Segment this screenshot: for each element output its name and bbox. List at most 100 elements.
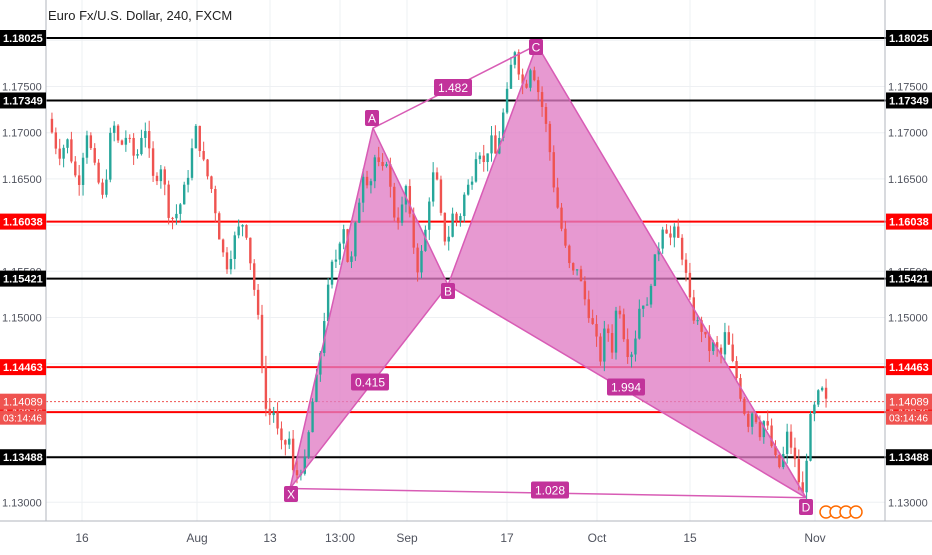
price-tag-1.18025-text: 1.18025 [889, 33, 929, 45]
candle-body [385, 164, 388, 167]
chart-title: Euro Fx/U.S. Dollar, 240, FXCM [48, 8, 233, 23]
candle-body [435, 172, 439, 180]
pattern-point-B[interactable]: B [441, 283, 455, 299]
event-flag-icon [849, 505, 863, 519]
candle-body [509, 64, 513, 89]
ratio-label-xb: 0.415 [351, 373, 389, 391]
candle-body [797, 459, 801, 483]
price-tag-1.15421: 1.15421 [886, 270, 932, 287]
candle-body [361, 176, 365, 203]
price-tag-1.17349-bg [0, 92, 46, 109]
candle-body [136, 154, 139, 156]
candle-body [280, 428, 283, 441]
candle-body [175, 213, 178, 219]
candle-body [66, 139, 69, 148]
candle-body [77, 175, 81, 185]
price-tag-1.15421-text: 1.15421 [3, 274, 43, 286]
candle-body [610, 333, 614, 353]
y-tick-right: 1.13000 [888, 497, 928, 509]
pattern-point-C[interactable]: C [529, 39, 543, 55]
candle-body [727, 332, 731, 345]
candle-body [389, 164, 392, 187]
pattern-point-text: X [287, 488, 295, 502]
candle-body [568, 245, 571, 264]
candle-body [354, 222, 357, 257]
pattern-point-X[interactable]: X [284, 486, 298, 502]
x-tick: Sep [396, 531, 418, 545]
countdown-tag-text: 03:14:46 [3, 414, 42, 425]
price-tag-1.16038-text: 1.16038 [889, 217, 929, 229]
price-tag-1.17349-text: 1.17349 [889, 95, 929, 107]
candle-body [505, 88, 509, 113]
candle-body [548, 123, 552, 153]
candle-body [400, 204, 404, 223]
candle-body [747, 413, 750, 427]
candle-body [626, 339, 629, 358]
candle-body [272, 412, 275, 416]
candle-body [62, 147, 65, 159]
candle-body [669, 233, 672, 238]
candle-body [140, 137, 143, 155]
candle-body [529, 70, 532, 88]
candle-body [704, 331, 707, 335]
candle-body [572, 263, 575, 271]
candle-body [673, 226, 676, 238]
candle-body [326, 284, 330, 322]
candle-body [560, 207, 563, 229]
y-tick-left: 1.16500 [2, 174, 42, 186]
candle-body [264, 365, 268, 409]
price-tag-1.14463-text: 1.14463 [3, 362, 43, 374]
candle-body [630, 354, 633, 358]
candle-body [245, 225, 248, 238]
candle-body [350, 256, 353, 262]
candle-body [719, 347, 723, 355]
candle-body [645, 304, 649, 306]
candle-body [521, 74, 524, 84]
candle-body [552, 152, 555, 188]
candle-body [428, 201, 431, 230]
candle-body [338, 243, 342, 260]
candle-body [198, 125, 201, 152]
candle-body [89, 135, 93, 149]
candle-body [151, 148, 155, 176]
countdown-tag-bg [0, 410, 46, 425]
candle-body [97, 162, 100, 183]
candle-body [661, 229, 664, 249]
pattern-point-A[interactable]: A [365, 110, 379, 126]
candle-body [70, 139, 73, 162]
candle-body [163, 169, 166, 185]
candle-body [595, 323, 598, 337]
ratio-label-ac-text: 1.482 [438, 81, 468, 95]
current-price-tag-text: 1.14089 [3, 397, 43, 409]
x-tick: Oct [588, 531, 607, 545]
candle-body [284, 440, 287, 445]
candle-body [564, 228, 567, 246]
candle-body [303, 456, 306, 474]
price-tag-1.17349: 1.17349 [886, 92, 932, 109]
current-price-tag-bg [886, 393, 932, 410]
candle-body [253, 263, 256, 290]
candle-body [486, 153, 489, 163]
price-tag-1.14463-bg [0, 359, 46, 376]
candle-body [124, 137, 128, 145]
candle-body [128, 137, 131, 139]
candle-body [657, 248, 660, 255]
candle-body [218, 213, 221, 240]
x-tick: 16 [75, 531, 89, 545]
candle-body [179, 204, 182, 214]
price-tag-1.18025-bg [0, 30, 46, 46]
candle-body [805, 460, 808, 493]
pattern-point-D[interactable]: D [799, 499, 813, 515]
candle-body [743, 398, 746, 414]
price-tag-1.18025-bg [886, 30, 932, 46]
candle-body [112, 125, 116, 133]
event-icons[interactable] [819, 505, 863, 519]
price-tag-1.15421-bg [0, 270, 46, 287]
current-price-tag: 1.14089 03:14:46 [0, 393, 46, 425]
candle-body [482, 155, 485, 163]
candle-body [334, 259, 338, 262]
x-tick: 15 [683, 531, 697, 545]
candle-body [249, 237, 252, 264]
pattern-line-bc [447, 44, 538, 286]
